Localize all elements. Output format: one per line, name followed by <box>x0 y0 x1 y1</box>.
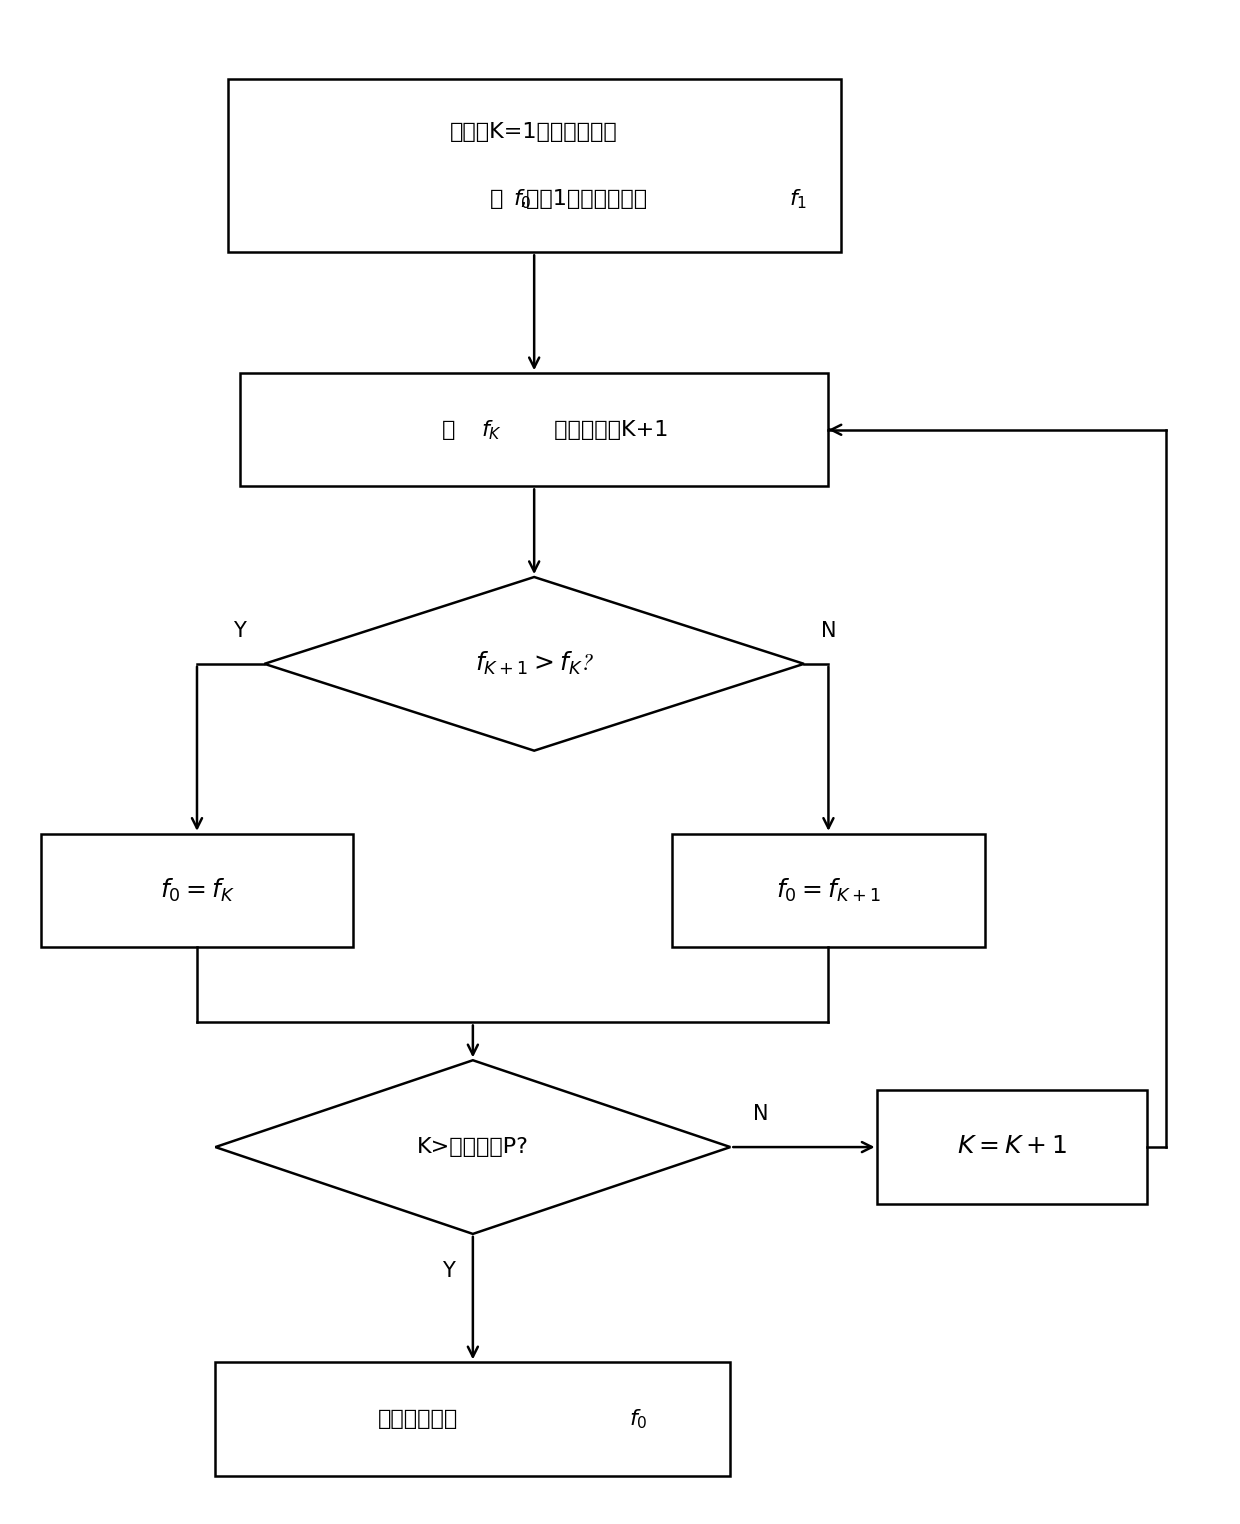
Text: N: N <box>821 622 836 642</box>
Text: $f_0 = f_{K+1}$: $f_0 = f_{K+1}$ <box>776 876 880 904</box>
Text: Y: Y <box>441 1260 455 1282</box>
Bar <box>41 834 353 946</box>
Polygon shape <box>264 578 804 751</box>
Bar <box>216 1362 730 1475</box>
Bar <box>672 834 985 946</box>
Text: 为: 为 <box>490 189 503 209</box>
Polygon shape <box>216 1061 730 1234</box>
Text: K>节点总数P?: K>节点总数P? <box>417 1137 528 1157</box>
Text: $f_0$: $f_0$ <box>512 187 531 210</box>
Text: $f_K$: $f_K$ <box>481 418 502 442</box>
Text: ,节点1的设备采样率: ,节点1的设备采样率 <box>520 189 647 209</box>
Text: $f_0 = f_K$: $f_0 = f_K$ <box>160 876 234 904</box>
Text: 初始化K=1，网络采样率: 初始化K=1，网络采样率 <box>450 122 618 142</box>
Text: $K = K+1$: $K = K+1$ <box>957 1135 1068 1158</box>
Text: $f_1$: $f_1$ <box>789 187 807 210</box>
Text: 传输到节点K+1: 传输到节点K+1 <box>547 419 668 440</box>
Bar <box>239 373 828 486</box>
Text: $f_0$: $f_0$ <box>629 1407 647 1431</box>
Bar <box>228 79 841 253</box>
Bar <box>878 1091 1147 1204</box>
Text: $f_{K+1} > f_K$?: $f_{K+1} > f_K$? <box>475 651 594 678</box>
Text: Y: Y <box>233 622 247 642</box>
Text: N: N <box>753 1105 769 1125</box>
Text: 网络采样率为: 网络采样率为 <box>377 1408 458 1430</box>
Text: 将: 将 <box>441 419 455 440</box>
